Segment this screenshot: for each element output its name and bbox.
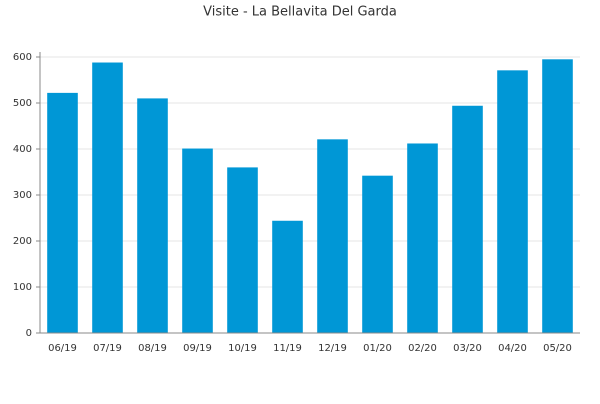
bar [497,70,528,333]
x-tick-label: 06/19 [48,343,77,354]
y-tick-label: 400 [13,144,32,155]
y-tick-label: 600 [13,52,32,63]
bar [47,92,78,333]
x-tick-label: 08/19 [138,343,167,354]
bar [407,143,438,333]
bar [362,175,393,333]
bar [452,105,483,333]
chart-title: Visite - La Bellavita Del Garda [203,5,397,20]
x-tick-label: 04/20 [498,343,527,354]
bar [272,220,303,333]
x-tick-label: 03/20 [453,343,482,354]
bar [137,98,168,334]
x-tick-label: 11/19 [273,343,302,354]
bar [182,148,213,333]
bar [227,167,258,333]
x-tick-label: 07/19 [93,343,122,354]
x-tick-label: 02/20 [408,343,437,354]
bar [542,59,573,334]
y-tick-label: 200 [13,236,32,247]
x-tick-label: 01/20 [363,343,392,354]
bar [92,62,123,334]
x-tick-label: 12/19 [318,343,347,354]
y-tick-label: 300 [13,190,32,201]
x-tick-label: 05/20 [543,343,572,354]
y-tick-label: 100 [13,282,32,293]
x-tick-label: 10/19 [228,343,257,354]
y-tick-label: 0 [26,328,32,339]
y-tick-label: 500 [13,98,32,109]
bar [317,139,348,333]
x-tick-label: 09/19 [183,343,212,354]
